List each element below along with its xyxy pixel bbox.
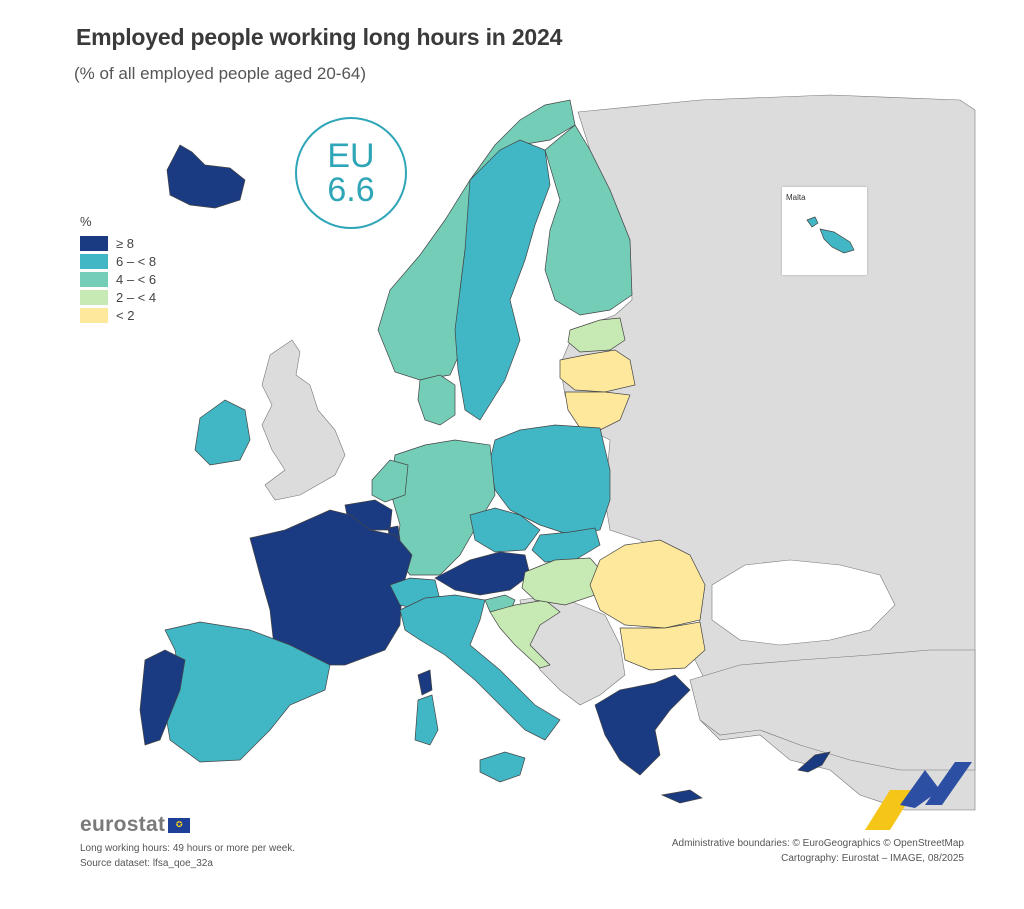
legend-swatch xyxy=(80,271,108,287)
country-italy xyxy=(399,594,561,741)
country-finland xyxy=(544,124,633,316)
country-ireland xyxy=(194,399,251,466)
legend-label: 6 – < 8 xyxy=(116,253,157,269)
country-iceland xyxy=(166,144,246,209)
country-portugal xyxy=(139,649,186,746)
country-cyprus xyxy=(797,751,831,773)
boundaries-credit: Administrative boundaries: © EuroGeograp… xyxy=(671,838,964,849)
country-poland xyxy=(489,424,611,536)
eu-average-badge: EU 6.6 xyxy=(295,117,407,229)
legend-unit: % xyxy=(80,214,92,229)
country-latvia xyxy=(559,349,636,393)
country-malta xyxy=(806,216,855,254)
country-slovakia xyxy=(531,527,601,563)
legend-swatch xyxy=(80,253,108,269)
country-denmark xyxy=(417,374,456,426)
black-sea xyxy=(711,559,896,646)
image-logo-icon xyxy=(865,762,972,830)
eu-flag-icon: ✪ xyxy=(168,817,191,833)
country-croatia xyxy=(489,599,561,669)
legend-label: ≥ 8 xyxy=(116,235,134,251)
great-britain xyxy=(261,339,346,501)
country-france xyxy=(249,509,413,666)
country-greece xyxy=(594,674,691,776)
country-crete xyxy=(660,789,703,804)
legend-item: 6 – < 8 xyxy=(80,253,156,269)
country-sardinia xyxy=(414,694,439,746)
legend-label: < 2 xyxy=(116,307,135,323)
legend-item: ≥ 8 xyxy=(80,235,156,251)
definition-note: Long working hours: 49 hours or more per… xyxy=(80,843,296,854)
cartography-credit: Cartography: Eurostat – IMAGE, 08/2025 xyxy=(781,853,964,864)
eu-badge-value: 6.6 xyxy=(327,171,375,209)
legend-item: < 2 xyxy=(80,307,156,323)
legend-swatch xyxy=(80,235,108,251)
country-czechia xyxy=(469,507,541,553)
legend: % ≥ 8 6 – < 8 4 – < 6 2 – < 4 < 2 xyxy=(80,214,156,325)
eurostat-logo-text: eurostat xyxy=(80,813,166,836)
country-netherlands xyxy=(371,459,409,503)
country-norway xyxy=(377,99,576,381)
turkey xyxy=(689,649,976,771)
eurostat-logo: eurostat ✪ xyxy=(80,813,295,837)
source-note: Source dataset: lfsa_qoe_32a xyxy=(80,858,213,869)
malta-inset-map xyxy=(806,216,855,254)
country-lithuania xyxy=(564,391,631,431)
country-corsica xyxy=(417,669,433,696)
malta-inset-label: Malta xyxy=(786,193,806,202)
map-subtitle: (% of all employed people aged 20-64) xyxy=(74,64,367,83)
footer-left: eurostat ✪ Long working hours: 49 hours … xyxy=(80,813,295,871)
malta-inset: Malta xyxy=(782,187,867,275)
legend-item: 4 – < 6 xyxy=(80,271,156,287)
country-bulgaria xyxy=(619,621,706,671)
legend-label: 2 – < 4 xyxy=(116,289,157,305)
country-romania xyxy=(589,539,706,629)
legend-swatch xyxy=(80,289,108,305)
country-sweden xyxy=(454,139,551,421)
background-land xyxy=(261,94,976,811)
legend-item: 2 – < 4 xyxy=(80,289,156,305)
map-title: Employed people working long hours in 20… xyxy=(76,24,563,50)
eu-badge-label: EU xyxy=(327,137,375,175)
country-estonia xyxy=(567,317,626,353)
country-germany xyxy=(389,439,496,576)
country-sicily xyxy=(479,751,526,783)
footer-right: Administrative boundaries: © EuroGeograp… xyxy=(672,836,964,866)
legend-label: 4 – < 6 xyxy=(116,271,157,287)
legend-swatch xyxy=(80,307,108,323)
